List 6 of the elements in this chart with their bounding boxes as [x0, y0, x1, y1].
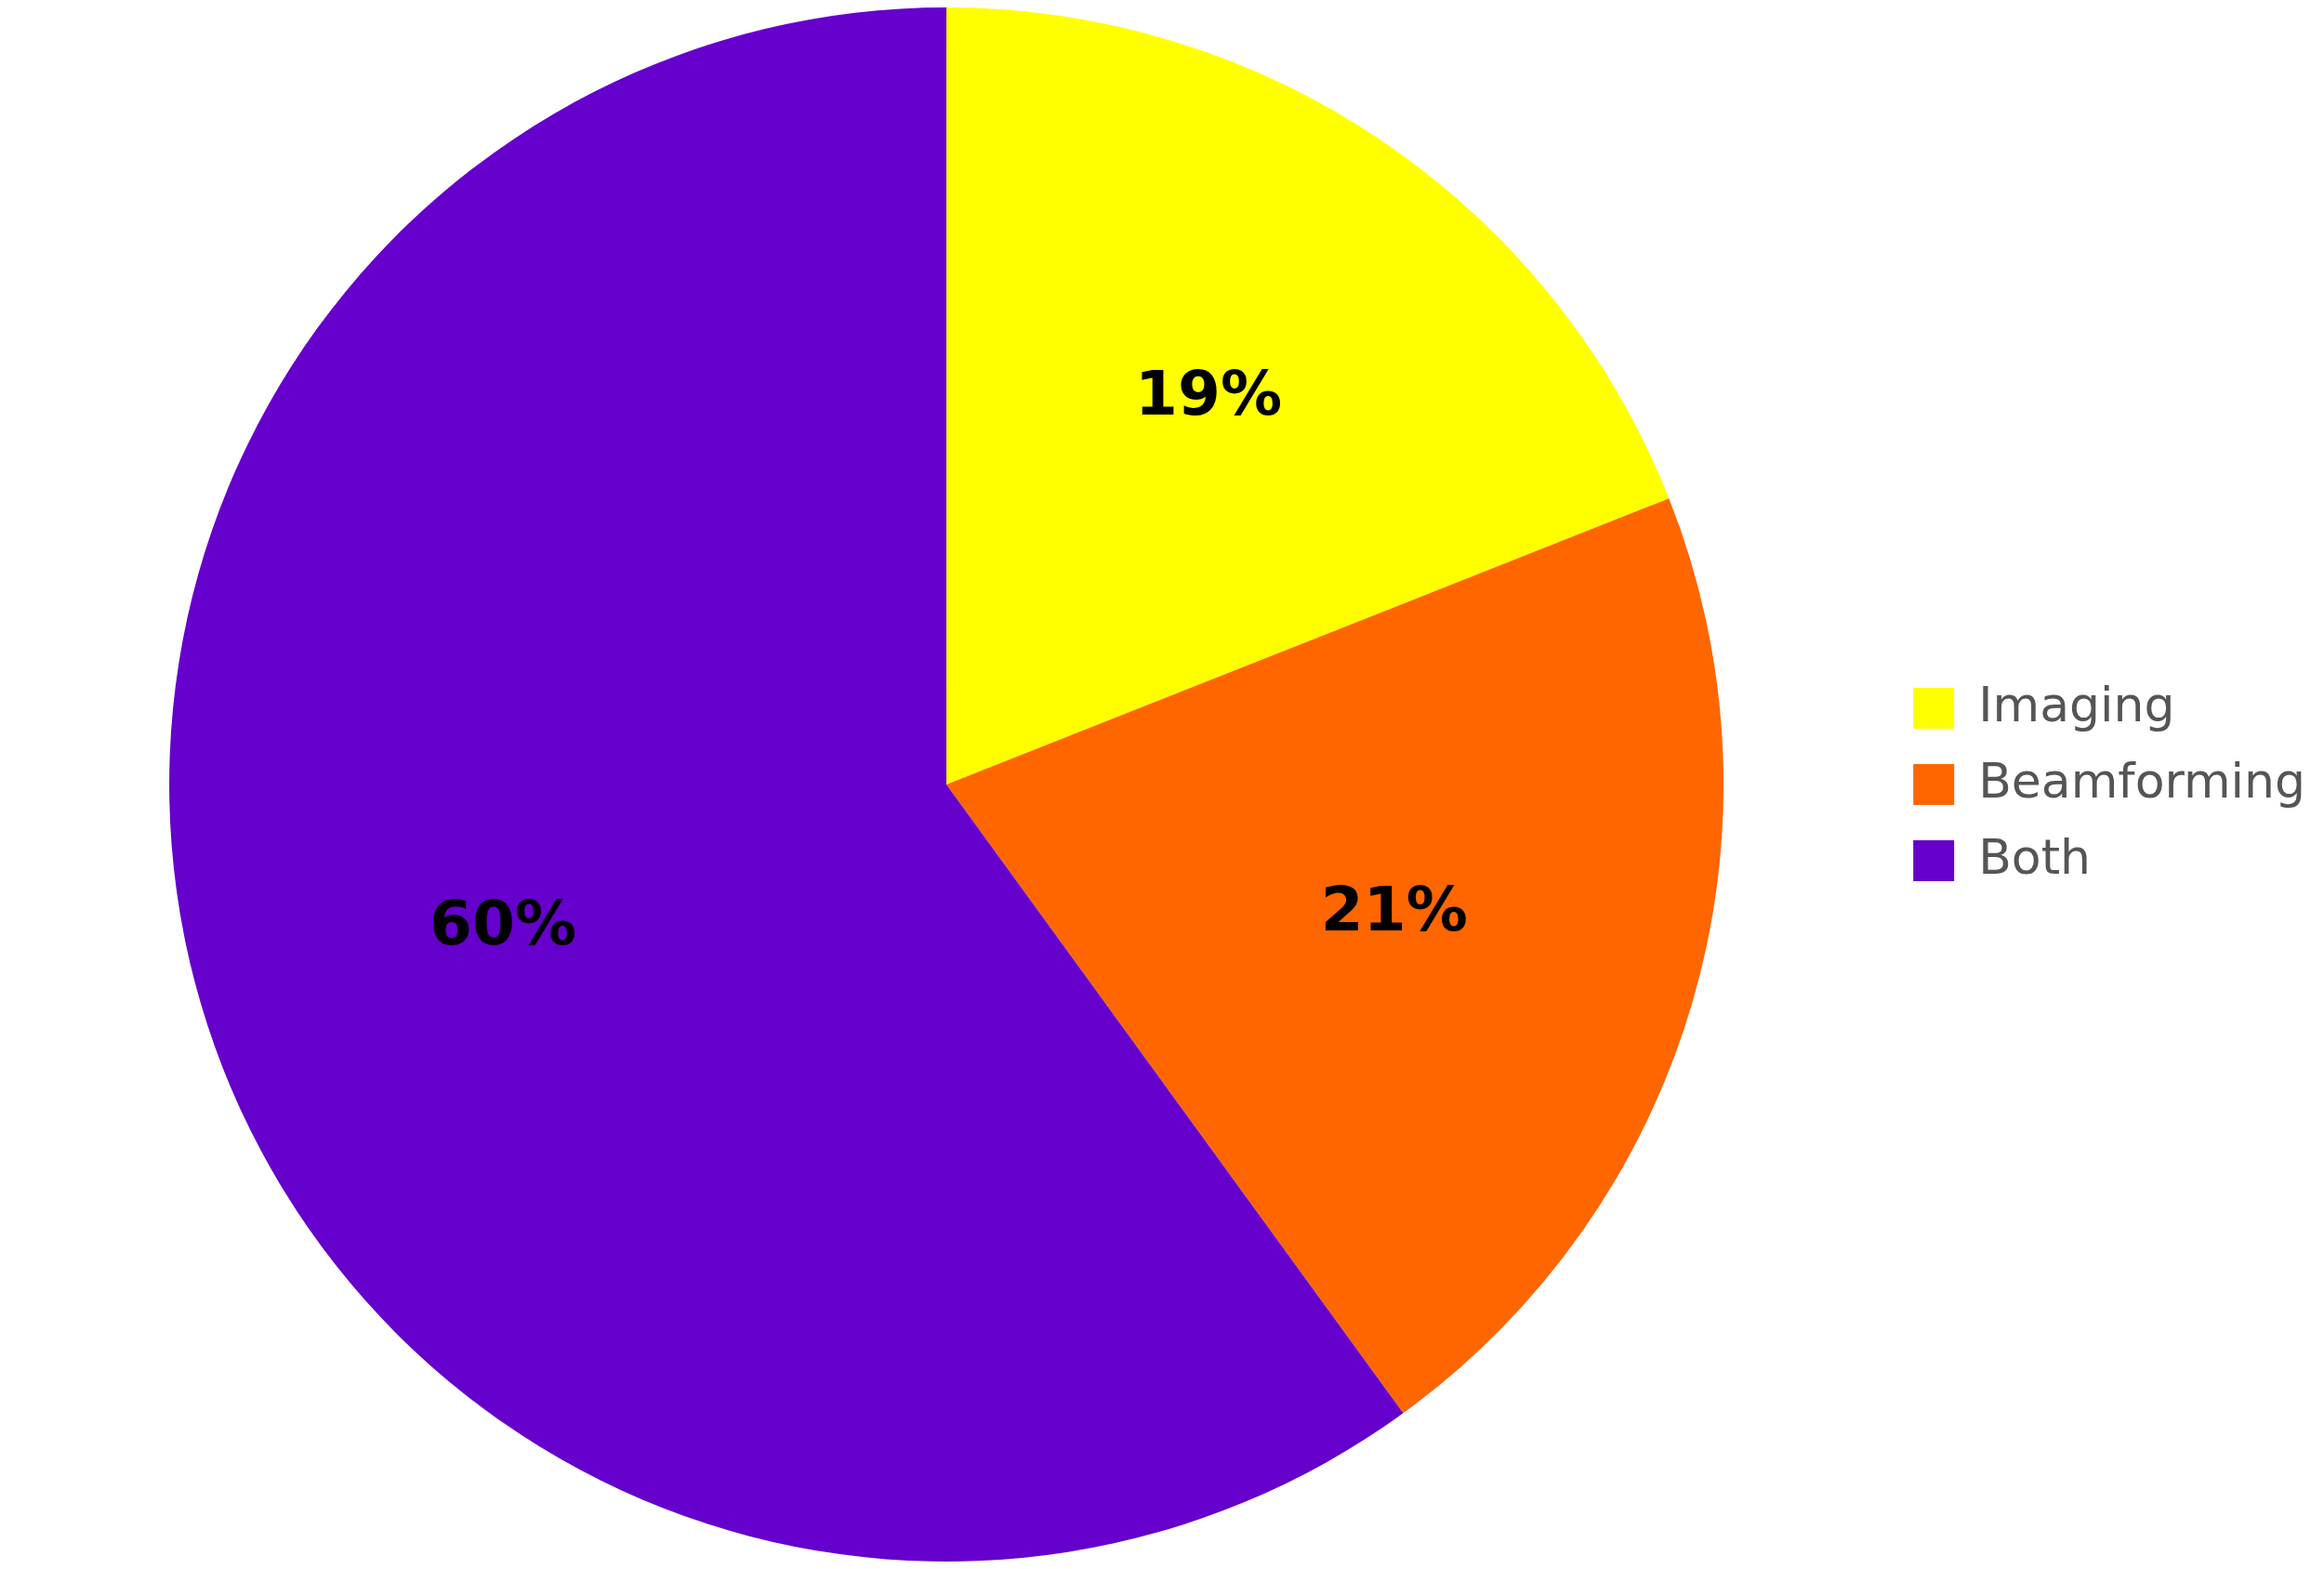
- legend-label: Beamforming: [1978, 752, 2306, 809]
- legend-label: Imaging: [1978, 676, 2175, 732]
- data-label: 60%: [429, 888, 577, 960]
- data-label: 19%: [1135, 358, 1283, 430]
- legend-label: Both: [1978, 828, 2092, 885]
- data-label: 21%: [1320, 874, 1468, 946]
